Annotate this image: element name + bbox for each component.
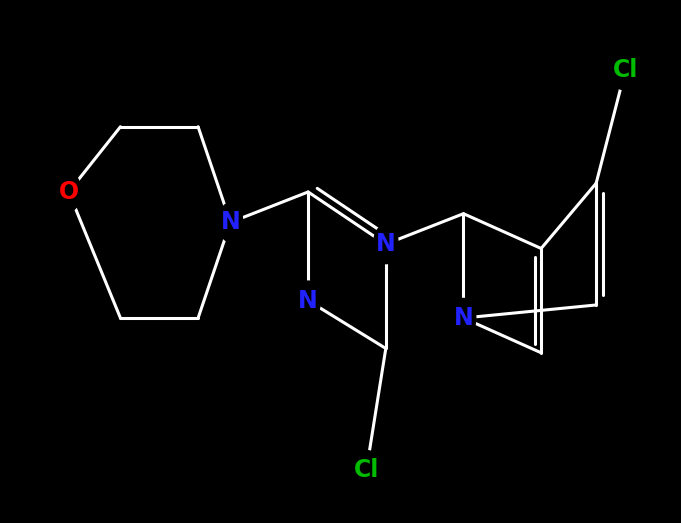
Ellipse shape xyxy=(373,224,398,264)
Ellipse shape xyxy=(57,173,81,211)
Ellipse shape xyxy=(607,51,643,90)
Text: O: O xyxy=(59,180,79,204)
Ellipse shape xyxy=(349,451,384,490)
Text: N: N xyxy=(454,306,473,330)
Ellipse shape xyxy=(218,203,242,242)
Ellipse shape xyxy=(452,299,476,337)
Text: Cl: Cl xyxy=(613,58,638,82)
Text: Cl: Cl xyxy=(353,458,379,482)
Text: N: N xyxy=(221,210,240,234)
Ellipse shape xyxy=(296,281,321,320)
Text: N: N xyxy=(298,289,318,313)
Text: N: N xyxy=(376,232,396,256)
